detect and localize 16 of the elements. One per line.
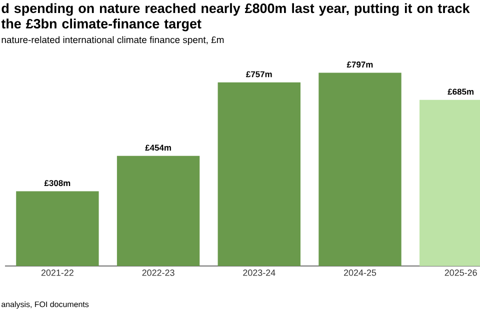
x-tick-label: 2023-24 xyxy=(243,270,276,276)
x-tick-label: 2022-23 xyxy=(142,270,174,276)
bar xyxy=(218,82,300,266)
data-label: £685m xyxy=(448,88,474,95)
x-tick-label: 2024-25 xyxy=(344,270,376,276)
bar xyxy=(318,72,402,266)
data-label: £757m xyxy=(246,71,272,78)
data-label: £797m xyxy=(346,62,373,68)
chart-title: d spending on nature reached nearly £800m last year, putting it on track the £3bn climate-finance target xyxy=(1,3,470,32)
x-tick-label: 2021-22 xyxy=(41,270,74,276)
data-label: £454m xyxy=(145,144,171,151)
chart-subtitle: nature-related international climate finance spent, £m xyxy=(2,36,224,46)
bar xyxy=(16,191,99,266)
data-label: £308m xyxy=(44,180,70,186)
bar xyxy=(116,156,200,266)
x-tick-label: 2025-26 xyxy=(444,270,477,276)
